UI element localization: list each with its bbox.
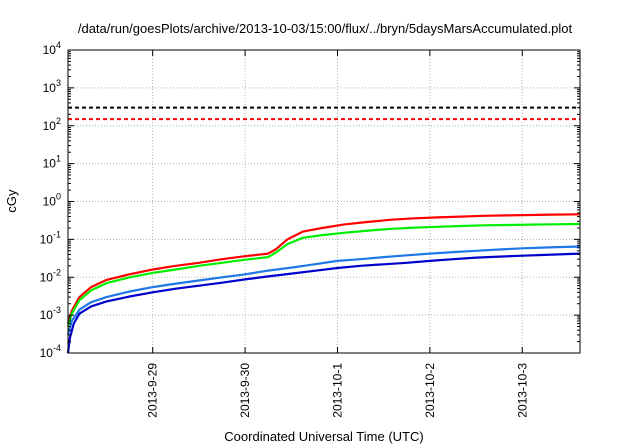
reference-lines [68,106,580,121]
y-axis-label: cGy [4,189,19,213]
grid [68,50,580,353]
x-tick-label: 2013-10-3 [515,363,529,418]
x-tick-label: 2013-9-30 [238,363,252,418]
x-axis-label: Coordinated Universal Time (UTC) [224,429,423,444]
y-tick-label: 10-1 [40,229,61,246]
y-tick-label: 100 [43,192,61,209]
y-tick-label: 10-2 [40,267,61,284]
series-line [66,222,581,327]
chart-title: /data/run/goesPlots/archive/2013-10-03/1… [78,21,573,36]
x-axis-ticks: 2013-9-29 2013-9-30 2013-10-1 2013-10-2 2013… [146,50,529,418]
y-tick-label: 10-4 [40,343,61,360]
y-tick-label: 104 [43,40,61,57]
y-tick-label: 103 [43,78,61,95]
y-tick-label: 101 [43,154,61,171]
series-lines [66,213,581,354]
series-line [66,213,581,324]
y-tick-label: 10-3 [40,305,61,322]
series-line [66,245,581,336]
y-tick-label: 102 [43,116,61,133]
y-axis-ticks: 10-4 10-3 10-2 10-1 100 101 102 103 104 [40,40,580,360]
x-tick-label: 2013-9-29 [146,363,160,418]
x-tick-label: 2013-10-2 [423,363,437,418]
series-line [66,252,581,354]
x-tick-label: 2013-10-1 [330,363,344,418]
